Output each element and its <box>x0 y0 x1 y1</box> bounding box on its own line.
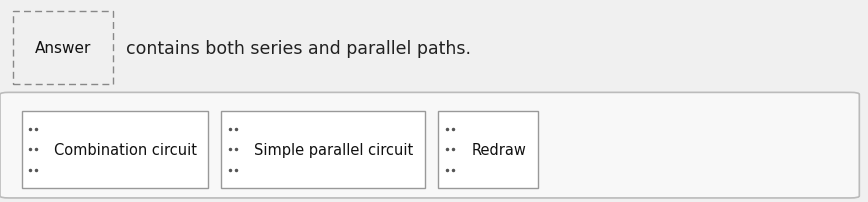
FancyBboxPatch shape <box>438 111 538 188</box>
FancyBboxPatch shape <box>22 111 208 188</box>
FancyBboxPatch shape <box>221 111 425 188</box>
Text: contains both series and parallel paths.: contains both series and parallel paths. <box>126 40 470 57</box>
Text: Answer: Answer <box>35 41 91 56</box>
Text: Simple parallel circuit: Simple parallel circuit <box>254 142 413 157</box>
FancyBboxPatch shape <box>0 93 859 198</box>
Text: Redraw: Redraw <box>471 142 526 157</box>
Text: Combination circuit: Combination circuit <box>54 142 197 157</box>
